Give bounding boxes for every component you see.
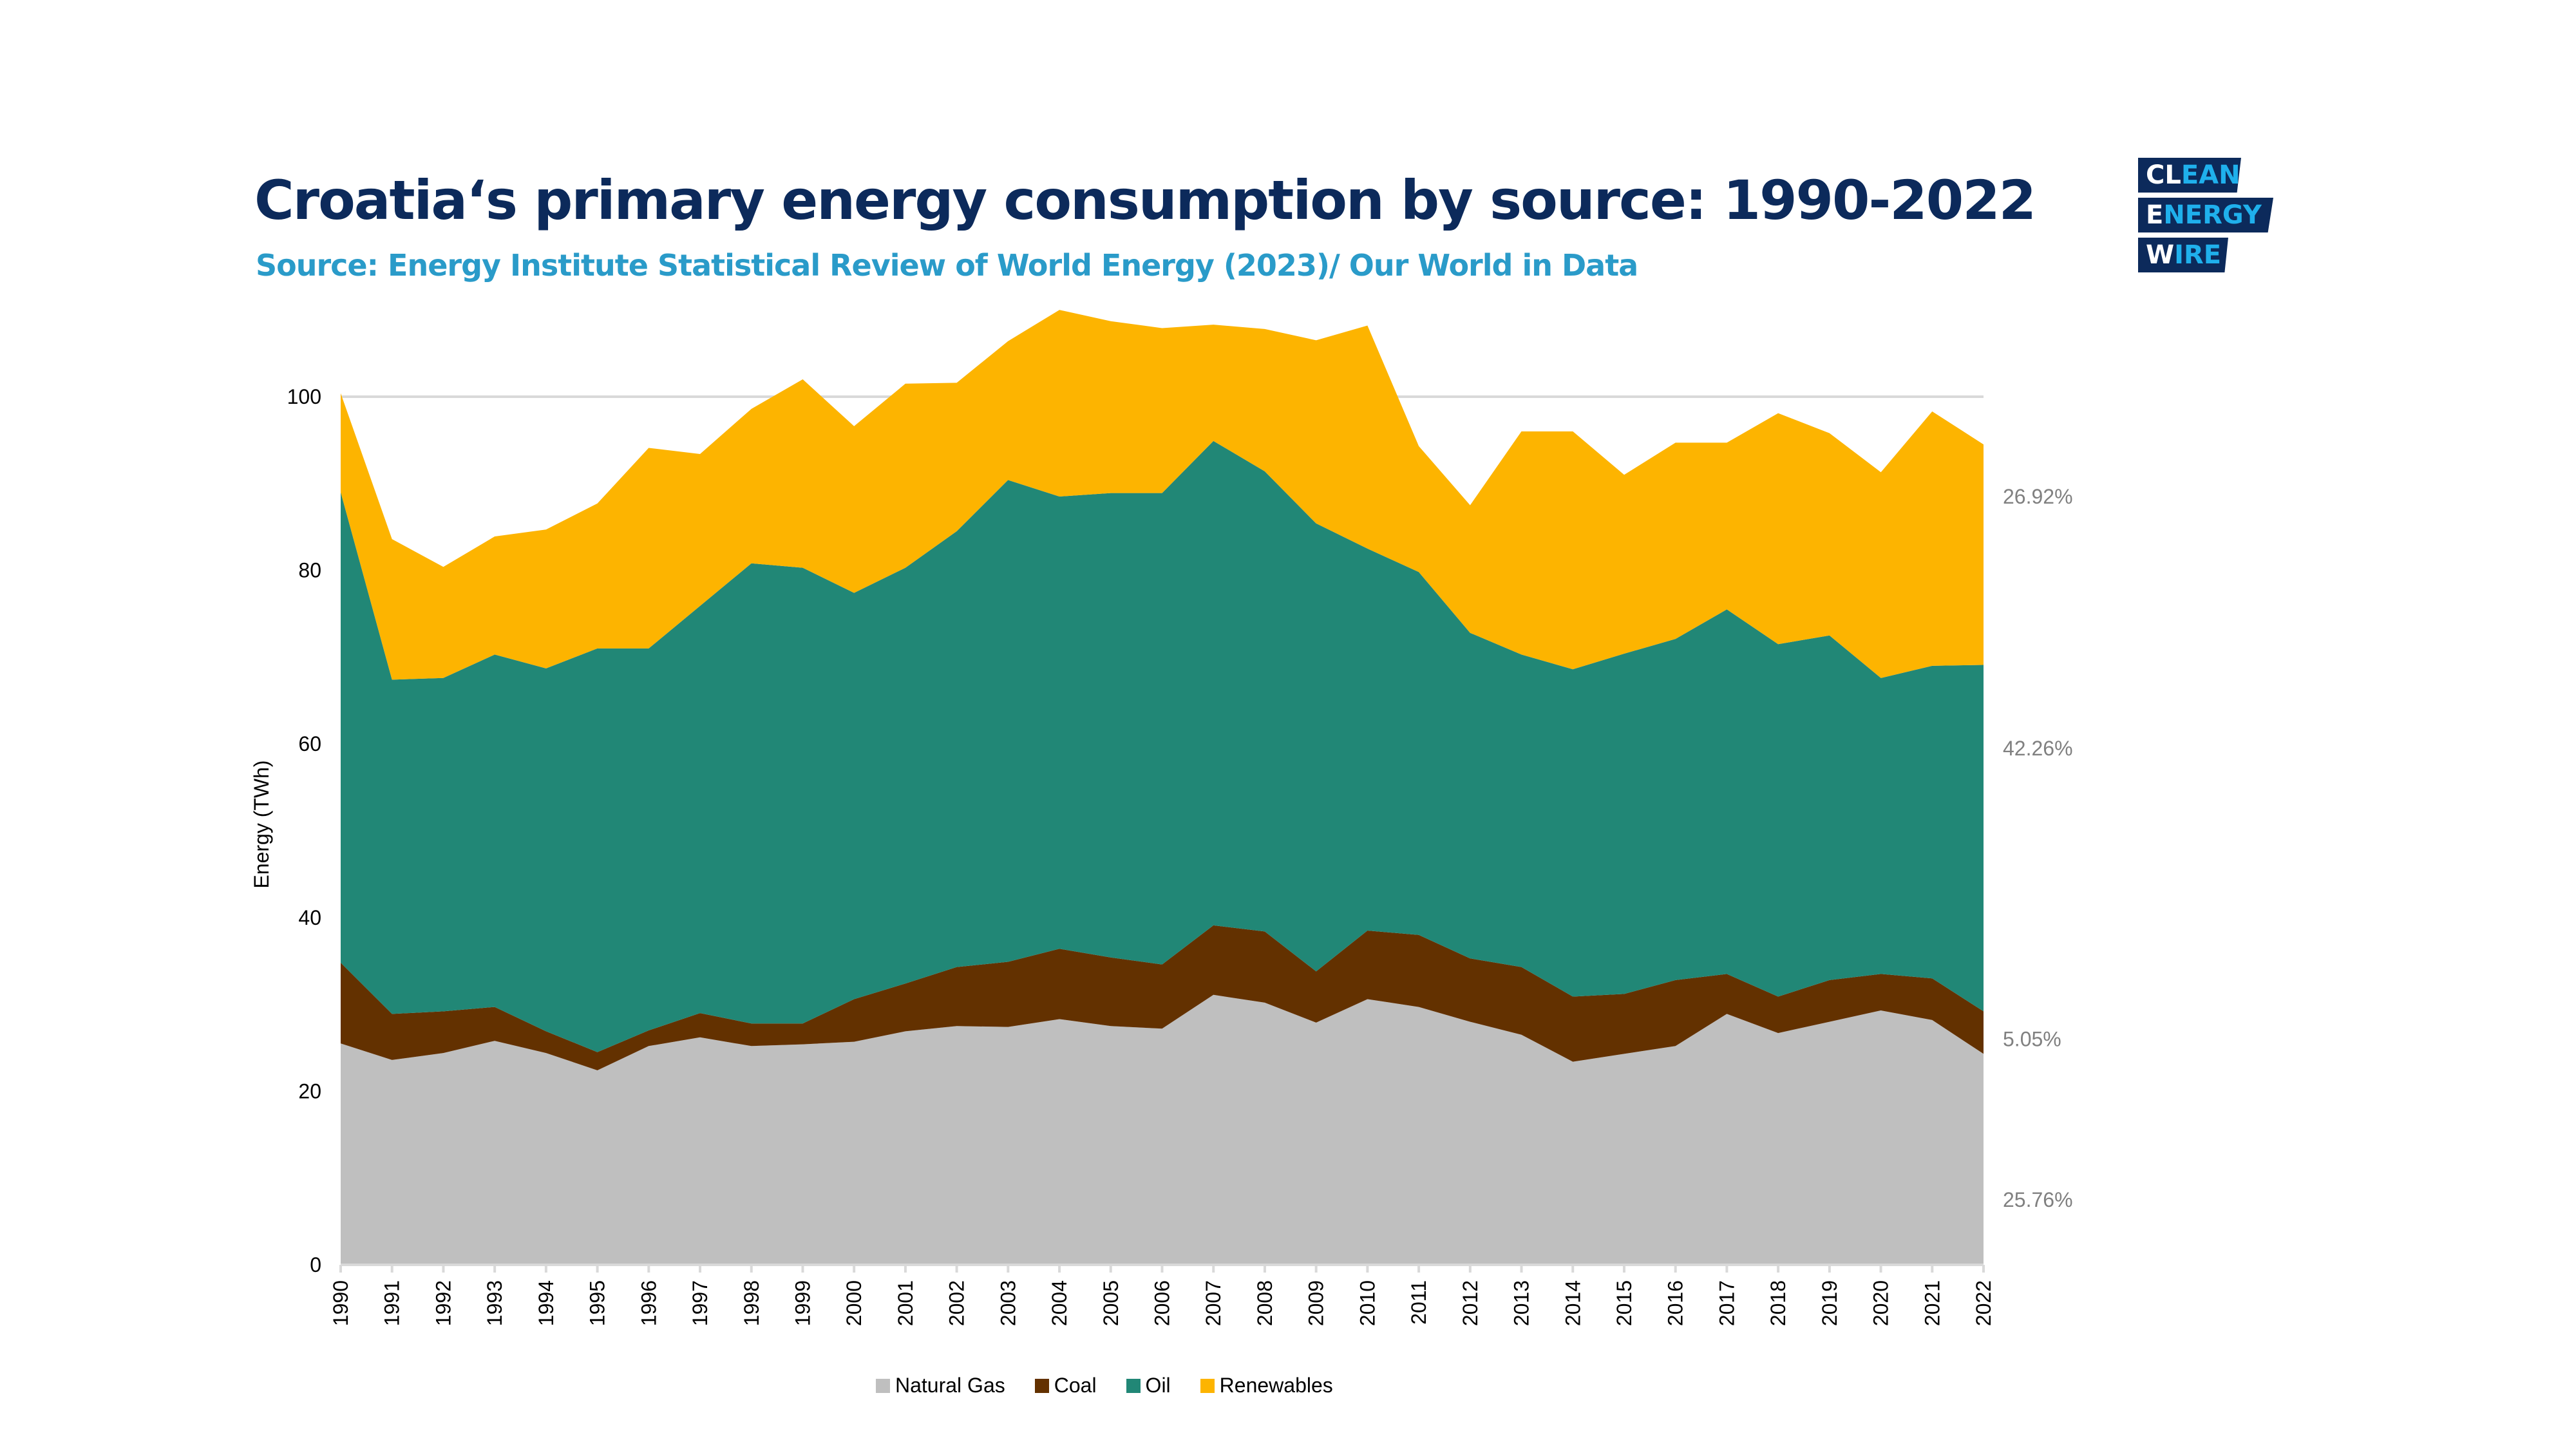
x-tick-label: 1997 bbox=[688, 1280, 712, 1326]
share-label-renewables: 26.92% bbox=[2003, 485, 2073, 508]
x-tick-label: 2022 bbox=[1972, 1280, 1995, 1326]
area-coal bbox=[341, 925, 1984, 1070]
x-tick-label: 2021 bbox=[1920, 1280, 1944, 1326]
x-tick-label: 2013 bbox=[1510, 1280, 1533, 1326]
x-tick-label: 2008 bbox=[1253, 1280, 1276, 1326]
x-tick-label: 2016 bbox=[1664, 1280, 1687, 1326]
x-tick-label: 1996 bbox=[637, 1280, 660, 1326]
area-oil bbox=[341, 440, 1984, 1052]
x-tick-label: 2020 bbox=[1870, 1280, 1893, 1326]
share-label-natural-gas: 25.76% bbox=[2003, 1188, 2073, 1211]
x-tick-label: 1993 bbox=[483, 1280, 506, 1326]
x-tick-label: 2014 bbox=[1561, 1280, 1584, 1326]
labels: 26.92% 42.26% 5.05% 25.76% bbox=[2003, 485, 2073, 1211]
x-tick-label: 2000 bbox=[842, 1280, 866, 1326]
legend-item-oil: Oil bbox=[1126, 1374, 1171, 1397]
x-tick-label: 1992 bbox=[431, 1280, 455, 1326]
legend-item-natural-gas: Natural Gas bbox=[876, 1374, 1005, 1397]
x-tick-label: 2011 bbox=[1407, 1280, 1430, 1325]
x-tick-label: 2004 bbox=[1048, 1280, 1071, 1326]
legend-item-renewables: Renewables bbox=[1200, 1374, 1333, 1397]
area-layer bbox=[341, 310, 1984, 1265]
x-tick-label: 2015 bbox=[1613, 1280, 1636, 1326]
clean-energy-wire-logo: CLEAN ENERGY WIRE bbox=[2138, 158, 2280, 278]
legend-item-coal: Coal bbox=[1034, 1374, 1097, 1397]
legend-label: Renewables bbox=[1219, 1374, 1333, 1397]
x-tick-label: 2010 bbox=[1356, 1280, 1379, 1326]
y-tick-label: 80 bbox=[298, 559, 321, 582]
axes: 1990 1991 1992 1993 1994 1995 1996 1997 1998 1999… bbox=[287, 385, 1995, 1326]
legend-label: Oil bbox=[1145, 1374, 1171, 1397]
legend-swatch bbox=[1200, 1378, 1215, 1393]
x-tick-label: 2018 bbox=[1766, 1280, 1790, 1326]
logo-line-2: ENERGY bbox=[2138, 198, 2273, 232]
x-tick-label: 2001 bbox=[894, 1280, 917, 1326]
x-tick-label: 2009 bbox=[1305, 1280, 1328, 1326]
legend: Natural Gas Coal Oil Renewables bbox=[876, 1374, 1333, 1397]
x-tick-label: 1995 bbox=[586, 1280, 609, 1326]
x-tick-label: 2012 bbox=[1459, 1280, 1482, 1326]
y-tick-label: 20 bbox=[298, 1079, 321, 1103]
share-label-coal: 5.05% bbox=[2003, 1028, 2061, 1051]
legend-swatch bbox=[1034, 1378, 1049, 1393]
share-label-oil: 42.26% bbox=[2003, 737, 2073, 760]
legend-label: Natural Gas bbox=[895, 1374, 1005, 1397]
x-tick-label: 2007 bbox=[1202, 1280, 1225, 1326]
x-tick-label: 1991 bbox=[381, 1280, 404, 1326]
x-tick-label: 2002 bbox=[945, 1280, 969, 1326]
logo-line-3: WIRE bbox=[2138, 238, 2228, 272]
x-tick-label: 1994 bbox=[535, 1280, 558, 1326]
area-natural-gas bbox=[341, 994, 1984, 1265]
y-axis-title: Energy (TWh) bbox=[250, 760, 273, 888]
x-tick-label: 1990 bbox=[329, 1280, 352, 1326]
legend-label: Coal bbox=[1054, 1374, 1097, 1397]
legend-swatch bbox=[1126, 1378, 1141, 1393]
x-tick-label: 1998 bbox=[740, 1280, 763, 1326]
legend-swatch bbox=[876, 1378, 890, 1393]
y-tick-label: 0 bbox=[310, 1253, 321, 1276]
x-tick-label: 2003 bbox=[996, 1280, 1019, 1326]
x-tick-label: 2006 bbox=[1151, 1280, 1174, 1326]
chart-title: Croatia‘s primary energy consumption by … bbox=[254, 169, 2036, 232]
y-tick-label: 100 bbox=[287, 385, 321, 408]
y-tick-label: 60 bbox=[298, 732, 321, 755]
x-tick-label: 2019 bbox=[1818, 1280, 1841, 1326]
area-renewables bbox=[341, 310, 1984, 680]
x-tick-label: 2005 bbox=[1099, 1280, 1122, 1326]
y-tick-label: 40 bbox=[298, 906, 321, 929]
x-tick-label: 2017 bbox=[1715, 1280, 1738, 1326]
logo-line-1: CLEAN bbox=[2138, 158, 2241, 193]
chart-subtitle: Source: Energy Institute Statistical Rev… bbox=[256, 248, 1638, 283]
x-tick-label: 1999 bbox=[791, 1280, 814, 1326]
